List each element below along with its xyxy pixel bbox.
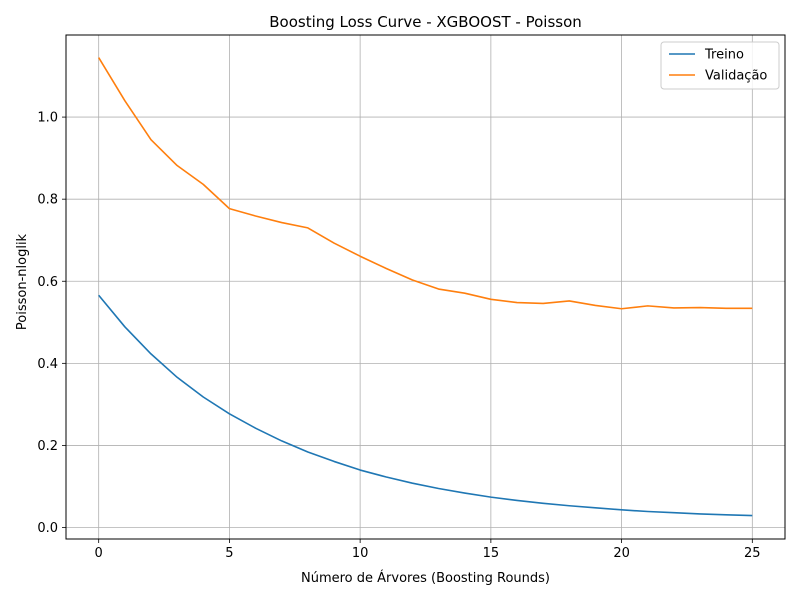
y-axis-ticks: 0.0 0.2 0.4 0.6 0.8 1.0: [37, 111, 66, 536]
series-lines: [97, 57, 753, 517]
y-tick-label: 0.2: [37, 439, 58, 454]
series-line-validacao: [97, 57, 753, 310]
y-tick-label: 0.4: [37, 357, 58, 372]
x-tick-label: 25: [744, 546, 761, 561]
x-tick-label: 5: [225, 546, 233, 561]
y-tick-label: 0.6: [37, 275, 58, 290]
x-axis-label: Número de Árvores (Boosting Rounds): [301, 570, 550, 586]
chart-title: Boosting Loss Curve - XGBOOST - Poisson: [269, 13, 582, 31]
x-tick-label: 20: [613, 546, 630, 561]
y-tick-label: 0.8: [37, 193, 58, 208]
plot-frame: [65, 34, 786, 540]
grid-lines: [66, 35, 785, 539]
legend-label: Validação: [705, 69, 767, 84]
x-tick-label: 15: [483, 546, 500, 561]
x-axis-ticks: 0 5 10 15 20 25: [95, 539, 761, 561]
series-line-treino: [98, 294, 753, 517]
y-axis-label: Poisson-nloglik: [15, 233, 30, 330]
legend: Treino Validação: [660, 41, 780, 90]
x-tick-label: 10: [352, 546, 369, 561]
y-tick-label: 0.0: [37, 521, 58, 536]
y-tick-label: 1.0: [37, 111, 58, 126]
x-tick-label: 0: [95, 546, 103, 561]
legend-label: Treino: [704, 48, 744, 63]
